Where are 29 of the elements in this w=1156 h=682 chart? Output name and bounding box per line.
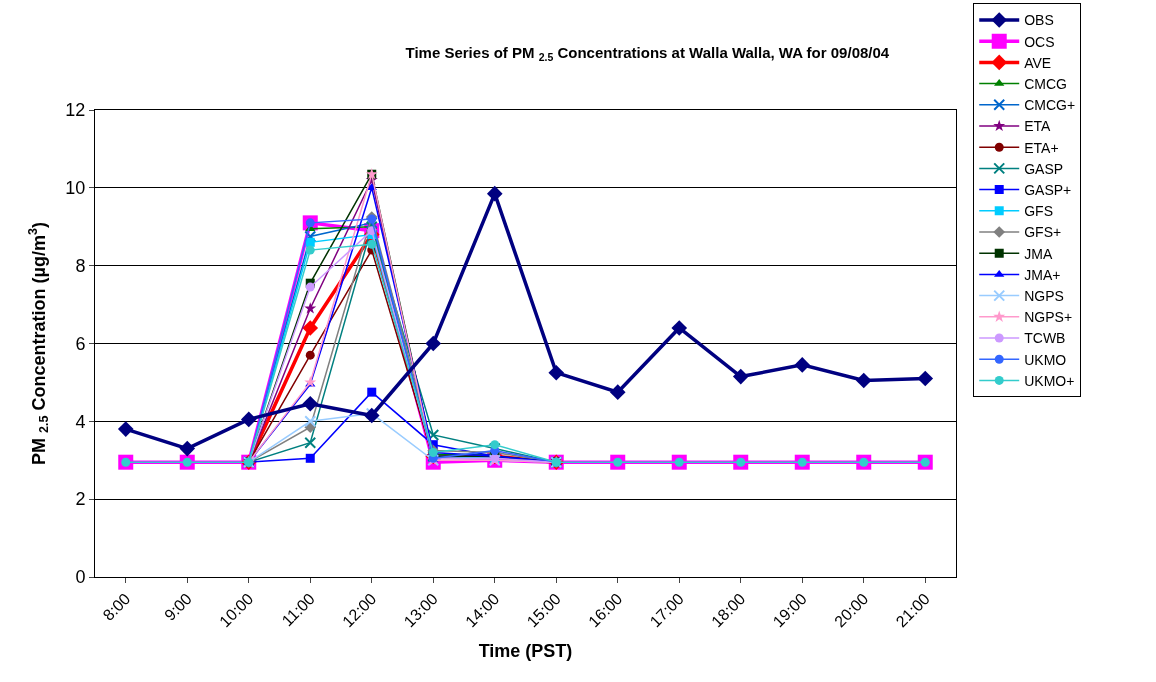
x-axis-title: Time (PST) <box>478 641 573 662</box>
y-tick-label: 10 <box>65 178 86 199</box>
legend-label: GASP+ <box>1024 182 1072 199</box>
y-tick-label: 8 <box>75 255 86 276</box>
y-tick-label: 4 <box>75 411 86 432</box>
legend-label: OCS <box>1024 33 1055 50</box>
chart-title: Time Series of PM $_{2.5}$ Concentrations at Walla Walla, WA for 09/08/04 <box>405 44 890 64</box>
legend-label: ETA <box>1024 118 1052 135</box>
y-tick-label: 12 <box>65 100 86 121</box>
legend-label: CMCG <box>1024 76 1067 93</box>
legend-label: OBS <box>1024 12 1054 29</box>
legend-label: NGPS+ <box>1024 309 1073 326</box>
legend-label: GFS+ <box>1024 224 1062 241</box>
x-tick-label: 8:00 <box>99 589 134 624</box>
y-tick-label: 6 <box>75 333 86 354</box>
y-tick-label: 0 <box>75 567 86 588</box>
legend-label: NGPS <box>1024 288 1064 305</box>
legend-label: JMA+ <box>1024 266 1061 283</box>
y-tick-label: 2 <box>75 489 86 510</box>
legend-label: GASP <box>1024 160 1064 177</box>
legend-label: GFS <box>1024 203 1053 220</box>
legend-label: UKMO+ <box>1024 372 1075 389</box>
legend-label: ETA+ <box>1024 139 1059 156</box>
x-tick-label: 9:00 <box>160 589 196 624</box>
legend-label: JMA <box>1024 245 1053 262</box>
legend-label: UKMO <box>1024 351 1067 368</box>
legend-label: CMCG+ <box>1024 97 1076 114</box>
legend-label: TCWB <box>1024 330 1066 347</box>
legend-label: AVE <box>1024 54 1052 71</box>
